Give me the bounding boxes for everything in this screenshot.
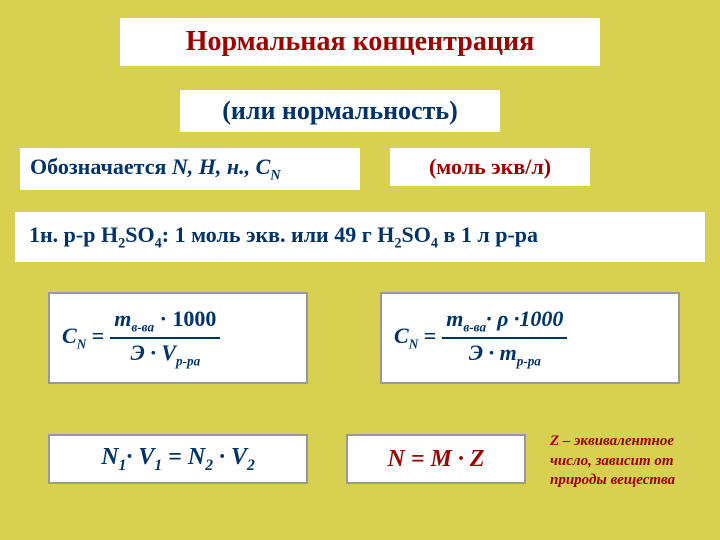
formula1-fraction: mв-ва · 1000 Э · Vр-ра: [110, 307, 220, 369]
notation-label: Обозначается: [30, 154, 166, 179]
unit-label: (моль экв/л): [390, 148, 590, 186]
notation-line: Обозначается N, Н, н., CN: [20, 148, 360, 190]
formula2-fraction: mв-ва· ρ ·1000 Э · mр-ра: [442, 307, 567, 369]
formula-n-m-z: N = M · Z: [346, 434, 526, 484]
title: Нормальная концентрация: [120, 18, 600, 66]
example-line: 1н. р-р H2SO4: 1 моль экв. или 49 г H2SO…: [15, 212, 705, 262]
z-definition: Z – эквивалентное число, зависит от прир…: [550, 432, 710, 491]
formula2-lhs: CN =: [394, 323, 436, 352]
subtitle: (или нормальность): [180, 90, 500, 132]
formula1-lhs: CN =: [62, 323, 104, 352]
formula-dilution: N1· V1 = N2 · V2: [48, 434, 308, 484]
formula-cn-volume: CN = mв-ва · 1000 Э · Vр-ра: [48, 292, 308, 384]
formula-cn-mass: CN = mв-ва· ρ ·1000 Э · mр-ра: [380, 292, 680, 384]
notation-symbols: N, Н, н., CN: [172, 154, 281, 179]
